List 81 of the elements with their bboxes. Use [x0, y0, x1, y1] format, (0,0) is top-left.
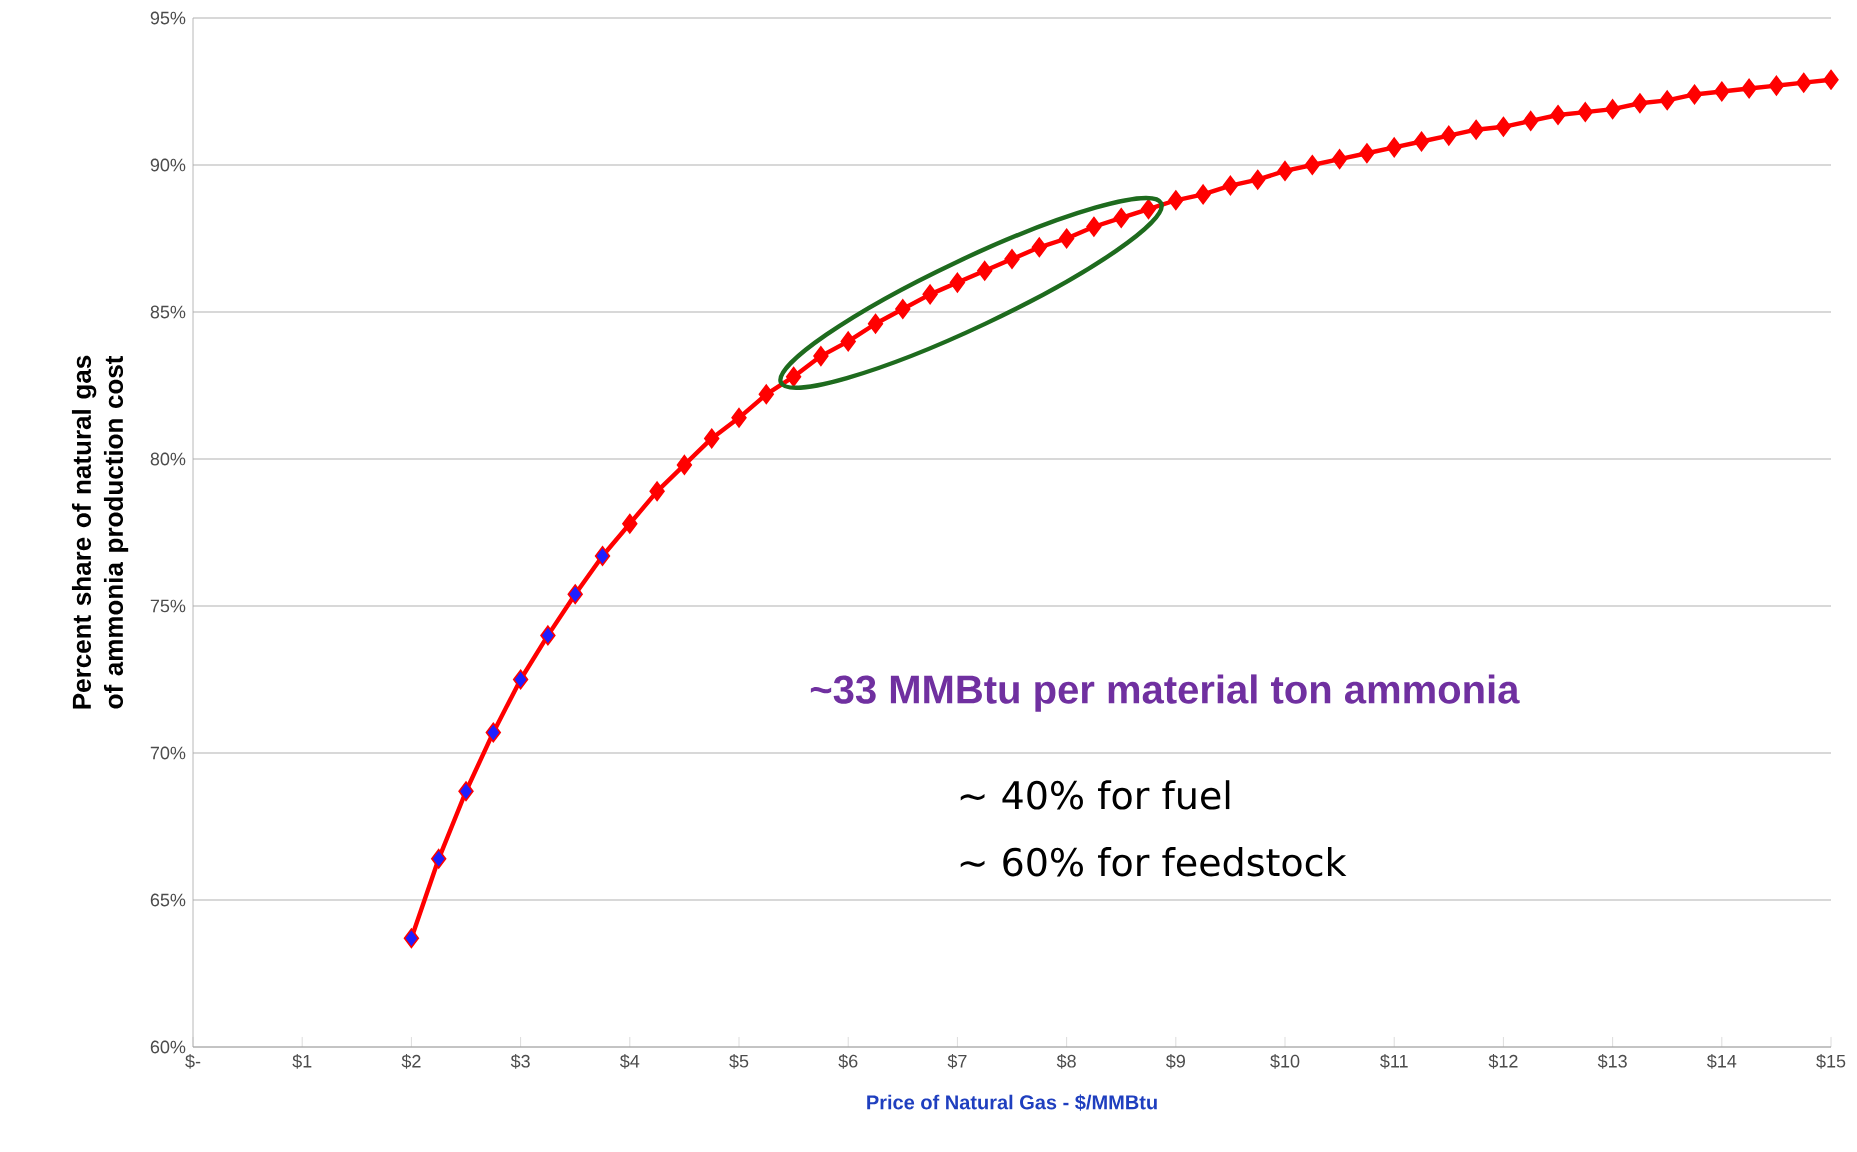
- point: [1304, 155, 1321, 175]
- x-tick-label: $15: [1816, 1054, 1846, 1069]
- x-tick-label: $9: [1165, 1054, 1185, 1069]
- point: [1550, 105, 1566, 126]
- x-tick-label: $5: [729, 1054, 749, 1069]
- x-tick-label: $6: [838, 1054, 858, 1069]
- point: [1359, 143, 1375, 164]
- y-tick-label: 90%: [150, 158, 186, 172]
- point: [949, 272, 966, 293]
- point: [1768, 75, 1785, 96]
- point: [1796, 72, 1812, 93]
- point: [977, 260, 993, 281]
- point: [1686, 84, 1703, 105]
- y-tick-label: 70%: [150, 746, 186, 760]
- point: [731, 407, 747, 428]
- annotation: ~ 40% for fuel: [960, 780, 1230, 810]
- x-tick-label: $4: [619, 1054, 640, 1069]
- point: [1222, 175, 1239, 196]
- point: [1277, 160, 1293, 181]
- point: [1714, 81, 1730, 102]
- point: [1577, 102, 1594, 123]
- annotation: ~33 MMBtu per material ton ammonia: [810, 674, 1520, 712]
- point: [1250, 169, 1266, 190]
- point: [1004, 249, 1020, 270]
- x-tick-label: $10: [1270, 1054, 1300, 1069]
- point: [540, 625, 556, 646]
- point: [1168, 190, 1184, 211]
- x-tick-label: $11: [1380, 1054, 1408, 1069]
- point: [1495, 116, 1512, 137]
- y-tick-label: 85%: [150, 305, 186, 319]
- point: [1086, 216, 1102, 237]
- point: [1604, 99, 1621, 120]
- point: [676, 454, 693, 475]
- point: [1632, 93, 1648, 114]
- point: [813, 346, 829, 367]
- y-tick-label: 80%: [150, 452, 186, 466]
- x-tick-label: $7: [947, 1054, 967, 1069]
- point: [512, 669, 529, 690]
- point: [758, 384, 775, 405]
- point: [1413, 131, 1430, 152]
- x-tick-label: $1: [292, 1054, 312, 1069]
- point: [1113, 207, 1129, 228]
- y-tick-label: 60%: [150, 1040, 186, 1054]
- point: [895, 299, 911, 320]
- point: [1058, 228, 1075, 249]
- x-tick-label: $8: [1056, 1054, 1076, 1069]
- point: [594, 546, 611, 567]
- x-tick-label: $-: [185, 1054, 201, 1069]
- annotation: ~ 60% for feedstock: [960, 847, 1347, 877]
- point: [1441, 125, 1457, 146]
- point: [1195, 184, 1211, 205]
- point: [840, 331, 856, 352]
- point: [431, 848, 447, 869]
- x-tick-label: $2: [401, 1054, 421, 1069]
- point: [649, 481, 665, 502]
- y-tick-label: 65%: [150, 893, 186, 907]
- point: [458, 781, 474, 802]
- point: [1386, 137, 1402, 158]
- x-tick-label: $3: [510, 1054, 530, 1069]
- x-tick-label: $12: [1488, 1054, 1518, 1069]
- point: [867, 313, 884, 334]
- point: [1031, 237, 1048, 258]
- y-tick-label: 95%: [150, 11, 186, 25]
- point: [1331, 149, 1348, 170]
- point: [922, 284, 938, 305]
- point: [704, 428, 720, 449]
- x-axis-title: Price of Natural Gas - $/MMBtu: [867, 1094, 1157, 1111]
- point: [567, 584, 583, 605]
- point: [785, 366, 802, 387]
- point: [1659, 90, 1675, 111]
- point: [403, 928, 420, 949]
- point: [1523, 110, 1539, 131]
- y-tick-label: 75%: [150, 599, 186, 613]
- x-tick-label: $14: [1706, 1054, 1737, 1069]
- point: [1140, 199, 1157, 220]
- x-tick-label: $13: [1597, 1054, 1627, 1069]
- point: [485, 722, 502, 743]
- point: [1741, 78, 1757, 99]
- point: [622, 513, 638, 534]
- point: [1468, 119, 1484, 140]
- y-axis-title: Percent share of natural gas of ammonia production cost: [71, 355, 129, 709]
